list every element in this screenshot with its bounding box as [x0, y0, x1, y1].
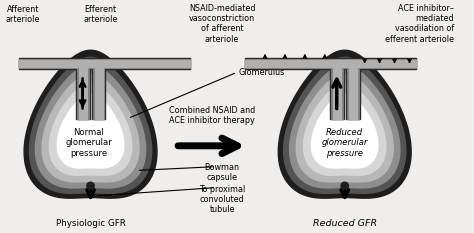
Polygon shape: [78, 60, 103, 67]
Text: Glomerulus: Glomerulus: [238, 68, 284, 77]
Text: Physiologic GFR: Physiologic GFR: [55, 219, 126, 228]
Polygon shape: [348, 60, 417, 67]
Polygon shape: [19, 58, 78, 69]
Polygon shape: [245, 59, 331, 68]
Polygon shape: [36, 65, 146, 188]
Polygon shape: [103, 58, 190, 69]
Polygon shape: [42, 74, 139, 182]
Polygon shape: [278, 50, 411, 198]
Circle shape: [68, 117, 91, 140]
Polygon shape: [311, 94, 378, 168]
Polygon shape: [75, 68, 90, 119]
Polygon shape: [19, 60, 88, 67]
Polygon shape: [290, 65, 400, 188]
Circle shape: [321, 133, 344, 156]
Polygon shape: [77, 68, 89, 119]
Polygon shape: [24, 50, 157, 198]
Polygon shape: [358, 58, 417, 69]
Text: Afferent
arteriole: Afferent arteriole: [6, 5, 40, 24]
Circle shape: [322, 117, 346, 140]
Circle shape: [87, 182, 94, 190]
Circle shape: [346, 133, 368, 156]
Polygon shape: [346, 68, 359, 119]
Text: Combined NSAID and
ACE inhibitor therapy: Combined NSAID and ACE inhibitor therapy: [169, 106, 255, 125]
Polygon shape: [92, 68, 104, 119]
Circle shape: [333, 129, 356, 152]
Polygon shape: [93, 60, 190, 67]
Polygon shape: [333, 68, 341, 119]
Text: Efferent
arteriole: Efferent arteriole: [83, 5, 118, 24]
Polygon shape: [283, 57, 406, 193]
Polygon shape: [330, 68, 344, 119]
Text: Reduced
glomerular
pressure: Reduced glomerular pressure: [321, 128, 368, 158]
Text: To proximal
convoluted
tubule: To proximal convoluted tubule: [199, 185, 245, 214]
Polygon shape: [349, 68, 356, 119]
Text: Reduced GFR: Reduced GFR: [313, 219, 377, 228]
Circle shape: [62, 124, 85, 147]
Polygon shape: [330, 58, 360, 69]
Polygon shape: [57, 94, 124, 168]
Polygon shape: [29, 57, 152, 193]
Circle shape: [67, 133, 90, 156]
Polygon shape: [245, 60, 342, 67]
Circle shape: [91, 133, 114, 156]
Polygon shape: [331, 68, 343, 119]
Polygon shape: [296, 74, 393, 182]
Polygon shape: [94, 68, 102, 119]
Circle shape: [317, 124, 339, 147]
Polygon shape: [104, 59, 190, 68]
Text: Normal
glomerular
pressure: Normal glomerular pressure: [65, 128, 112, 158]
Polygon shape: [303, 84, 386, 175]
Polygon shape: [91, 68, 106, 119]
Circle shape: [96, 124, 119, 147]
Polygon shape: [359, 59, 417, 68]
Text: ACE inhibitor–
mediated
vasodilation of
efferent arteriole: ACE inhibitor– mediated vasodilation of …: [385, 4, 455, 44]
Polygon shape: [77, 59, 104, 68]
Circle shape: [344, 117, 367, 140]
Text: Bowman
capsule: Bowman capsule: [205, 163, 240, 182]
Polygon shape: [346, 68, 360, 119]
Text: NSAID-mediated
vasoconstriction
of afferent
arteriole: NSAID-mediated vasoconstriction of affer…: [189, 4, 255, 44]
Polygon shape: [245, 58, 332, 69]
Circle shape: [341, 182, 348, 190]
Polygon shape: [331, 59, 359, 68]
Circle shape: [350, 124, 373, 147]
Circle shape: [79, 113, 102, 137]
Circle shape: [79, 129, 102, 152]
Polygon shape: [79, 68, 87, 119]
Polygon shape: [49, 84, 132, 175]
Polygon shape: [19, 59, 77, 68]
Polygon shape: [332, 60, 358, 67]
Circle shape: [333, 113, 356, 137]
Polygon shape: [75, 58, 106, 69]
Circle shape: [90, 117, 113, 140]
